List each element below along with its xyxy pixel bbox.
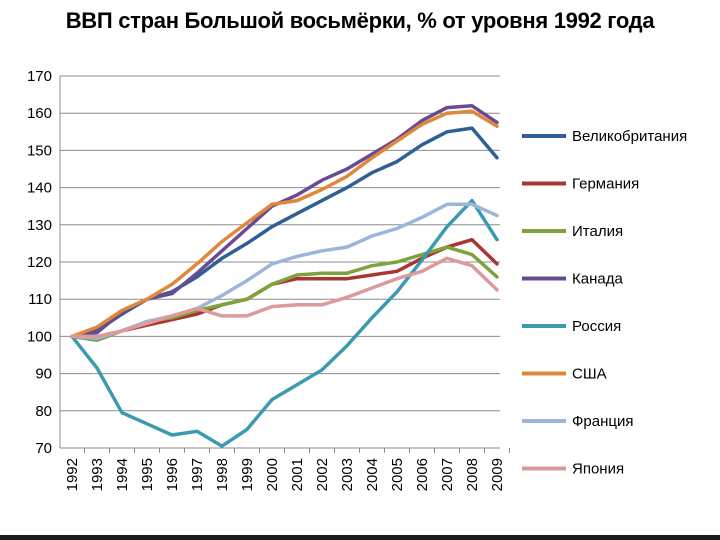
y-tick-label: 100	[27, 328, 52, 345]
axes	[59, 76, 500, 449]
x-tick-label: 1994	[114, 458, 131, 491]
y-tick-label: 120	[27, 254, 52, 271]
x-axis-ticks: 1992 1993 1994 1995 1996 1997 1998 1999 2000 2001…	[64, 448, 510, 491]
x-tick-label: 2008	[464, 458, 481, 491]
x-tick-label: 1997	[189, 458, 206, 491]
series-lines	[70, 104, 499, 448]
x-tick-label: 1996	[164, 458, 181, 491]
bottom-border	[0, 535, 720, 540]
series-line-7	[70, 256, 499, 339]
y-tick-label: 160	[27, 105, 52, 122]
chart-title: ВВП стран Большой восьмёрки, % от уровня…	[65, 8, 655, 33]
x-tick-label: 2004	[364, 458, 381, 491]
legend-label-3: Канада	[572, 271, 623, 288]
x-tick-label: 1993	[89, 458, 106, 491]
x-tick-label: 1999	[239, 458, 256, 491]
y-tick-label: 150	[27, 142, 52, 159]
x-tick-label: 1998	[214, 458, 231, 491]
x-tick-label: 2006	[414, 458, 431, 491]
y-tick-label: 130	[27, 217, 52, 234]
legend-label-4: Россия	[572, 318, 621, 335]
x-tick-label: 1995	[139, 458, 156, 491]
series-line-4	[70, 198, 499, 448]
gridlines	[60, 75, 500, 449]
x-tick-label: 2002	[314, 458, 331, 491]
legend-label-0: Великобритания	[572, 128, 687, 145]
y-tick-label: 90	[35, 366, 52, 383]
legend-label-7: Япония	[572, 461, 624, 478]
legend-label-6: Франция	[572, 413, 633, 430]
legend-label-2: Италия	[572, 223, 623, 240]
legend-label-1: Германия	[572, 176, 639, 193]
legend-label-5: США	[572, 366, 607, 383]
x-tick-label: 2005	[389, 458, 406, 491]
legend: Великобритания Германия Италия Канада Россия…	[522, 128, 687, 478]
y-tick-label: 70	[35, 440, 52, 457]
x-tick-label: 1992	[64, 458, 81, 491]
x-tick-label: 2007	[439, 458, 456, 491]
series-line-5	[70, 109, 499, 339]
x-tick-label: 2009	[489, 458, 506, 491]
x-tick-label: 2003	[339, 458, 356, 491]
x-tick-label: 2001	[289, 458, 306, 491]
y-tick-label: 140	[27, 180, 52, 197]
y-tick-label: 80	[35, 403, 52, 420]
y-tick-label: 110	[28, 291, 52, 308]
y-tick-label: 170	[27, 68, 52, 85]
y-axis-ticks: 70 80 90 100 110 120 130 140 150 160 170	[27, 68, 52, 457]
x-tick-label: 2000	[264, 458, 281, 491]
